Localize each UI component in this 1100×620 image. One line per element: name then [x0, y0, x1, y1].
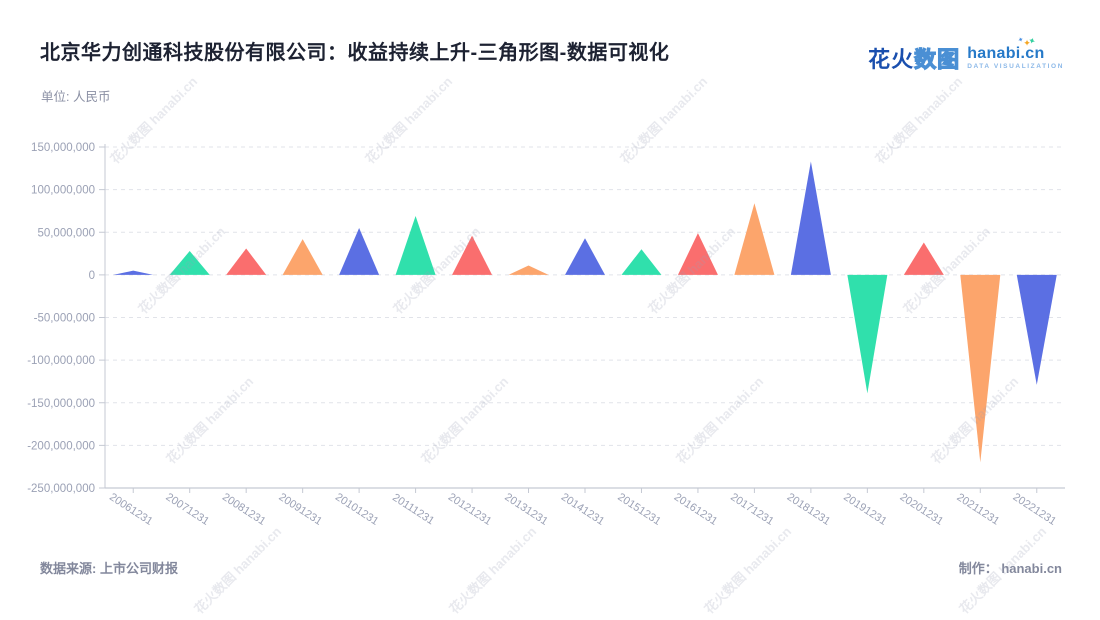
- triangle-marker[interactable]: [1016, 274, 1057, 385]
- x-axis-label: 20061231: [107, 491, 155, 528]
- x-axis-label: 20171231: [728, 491, 776, 528]
- x-axis-label: 20101231: [333, 491, 381, 528]
- logo-zh-text: 花火 数图: [868, 42, 960, 74]
- footer-data-source: 数据来源: 上市公司财报: [40, 561, 178, 576]
- x-axis-label: 20071231: [164, 491, 212, 528]
- logo-zh-secondary: 数图: [914, 46, 961, 72]
- logo-zh-primary: 花火: [868, 47, 915, 72]
- triangle-marker[interactable]: [169, 251, 210, 275]
- triangle-marker[interactable]: [395, 216, 436, 275]
- y-axis-label: -100,000,000: [27, 355, 95, 367]
- footer-credit: 制作： hanabi.cn: [958, 561, 1062, 576]
- x-axis-label: 20151231: [615, 491, 663, 528]
- triangle-marker[interactable]: [903, 242, 944, 275]
- y-axis-label: -250,000,000: [27, 483, 95, 495]
- y-axis-label: -150,000,000: [27, 398, 95, 410]
- y-axis-label: 150,000,000: [31, 142, 95, 154]
- triangle-marker[interactable]: [113, 270, 154, 275]
- x-axis-label: 20131231: [502, 491, 550, 528]
- triangle-marker[interactable]: [960, 274, 1001, 463]
- triangle-marker[interactable]: [508, 265, 549, 275]
- x-axis-label: 20181231: [785, 491, 833, 528]
- x-axis-label: 20191231: [841, 491, 889, 528]
- y-axis-label: -200,000,000: [27, 440, 95, 452]
- x-axis-label: 20121231: [446, 491, 494, 528]
- x-axis-label: 20161231: [672, 491, 720, 528]
- x-axis-label: 20201231: [898, 491, 946, 528]
- triangle-marker[interactable]: [847, 274, 888, 394]
- triangle-marker[interactable]: [621, 249, 662, 275]
- chart-title: 北京华力创通科技股份有限公司：收益持续上升-三角形图-数据可视化: [40, 42, 670, 64]
- x-axis-label: 20081231: [220, 491, 268, 528]
- triangle-marker[interactable]: [282, 239, 323, 275]
- logo-domain-block: ✦ ✦ ✦ hanabi.cn DATA VISUALIZATION: [967, 34, 1064, 70]
- y-axis-label: 0: [89, 270, 95, 282]
- triangle-marker[interactable]: [452, 235, 493, 275]
- triangle-marker[interactable]: [734, 203, 775, 275]
- logo-tagline: DATA VISUALIZATION: [967, 62, 1064, 70]
- hanabi-logo: 花火 数图 ✦ ✦ ✦ hanabi.cn DATA VISUALIZATION: [868, 34, 1064, 74]
- triangle-marker[interactable]: [565, 238, 605, 275]
- y-axis-label: 50,000,000: [37, 227, 95, 239]
- x-axis-label: 20211231: [954, 491, 1001, 527]
- x-axis-label: 20221231: [1011, 491, 1059, 528]
- triangle-marker[interactable]: [226, 248, 267, 275]
- triangle-marker[interactable]: [677, 233, 718, 275]
- x-axis-label: 20111231: [390, 492, 436, 528]
- triangle-marker[interactable]: [790, 161, 831, 275]
- y-axis-label: 100,000,000: [31, 185, 95, 197]
- x-axis-label: 20091231: [276, 491, 324, 528]
- x-axis-label: 20141231: [559, 491, 607, 528]
- chart-unit-label: 单位: 人民币: [41, 90, 111, 104]
- y-axis-label: -50,000,000: [34, 313, 95, 325]
- logo-domain: hanabi.cn: [967, 44, 1045, 62]
- triangle-marker[interactable]: [339, 227, 380, 275]
